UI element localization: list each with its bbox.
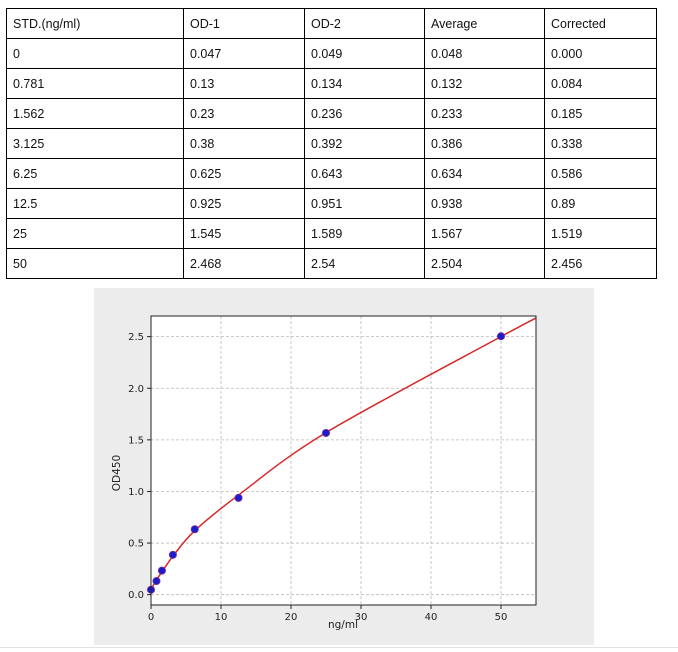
header-od1: OD-1 xyxy=(183,8,305,39)
y-tick-label: 0.5 xyxy=(128,539,144,550)
table-row: 25 1.545 1.589 1.567 1.519 xyxy=(6,218,657,249)
cell-corrected: 0.000 xyxy=(544,38,657,69)
cell-corrected: 0.185 xyxy=(544,98,657,129)
cell-od1: 1.545 xyxy=(183,218,305,249)
plot-area xyxy=(151,316,536,605)
cell-std: 3.125 xyxy=(6,128,184,159)
table-row: 0 0.047 0.049 0.048 0.000 xyxy=(6,38,657,69)
table-header-row: STD.(ng/ml) OD-1 OD-2 Average Corrected xyxy=(6,8,657,39)
cell-od1: 0.047 xyxy=(183,38,305,69)
cell-corrected: 0.084 xyxy=(544,68,657,99)
cell-corrected: 0.338 xyxy=(544,128,657,159)
cell-std: 1.562 xyxy=(6,98,184,129)
cell-od2: 0.951 xyxy=(304,188,425,219)
plot-frame xyxy=(150,315,537,606)
cell-std: 25 xyxy=(6,218,184,249)
y-tick-label: 2.0 xyxy=(128,384,144,395)
cell-od2: 0.134 xyxy=(304,68,425,99)
cell-average: 0.634 xyxy=(424,158,545,189)
x-tick-label: 0 xyxy=(148,612,154,623)
cell-od1: 0.625 xyxy=(183,158,305,189)
y-tick-label: 1.0 xyxy=(128,487,144,498)
cell-average: 0.233 xyxy=(424,98,545,129)
cell-od2: 1.589 xyxy=(304,218,425,249)
data-point xyxy=(190,525,199,534)
axes: 0 10 20 30 40 50 0.0 0.5 1.0 1.5 2.0 2.5 xyxy=(128,315,537,623)
data-point xyxy=(496,332,505,341)
cell-od2: 0.236 xyxy=(304,98,425,129)
table-row: 3.125 0.38 0.392 0.386 0.338 xyxy=(6,128,657,159)
grid-lines xyxy=(150,316,536,605)
table-row: 50 2.468 2.54 2.504 2.456 xyxy=(6,248,657,279)
cell-average: 0.048 xyxy=(424,38,545,69)
y-tick-label: 0.0 xyxy=(128,590,144,601)
cell-od2: 2.54 xyxy=(304,248,425,279)
cell-average: 0.386 xyxy=(424,128,545,159)
header-corrected: Corrected xyxy=(544,8,657,39)
data-points xyxy=(147,332,505,594)
cell-std: 6.25 xyxy=(6,158,184,189)
header-average: Average xyxy=(424,8,545,39)
data-point xyxy=(157,566,166,575)
header-std: STD.(ng/ml) xyxy=(6,8,184,39)
table-row: 12.5 0.925 0.951 0.938 0.89 xyxy=(6,188,657,219)
data-point xyxy=(168,550,177,559)
chart-panel: 0 10 20 30 40 50 0.0 0.5 1.0 1.5 2.0 2.5 ng/ml OD45… xyxy=(94,288,594,645)
cell-std: 50 xyxy=(6,248,184,279)
cell-od1: 0.13 xyxy=(183,68,305,99)
cell-std: 0.781 xyxy=(6,68,184,99)
cell-od2: 0.392 xyxy=(304,128,425,159)
y-axis-label: OD450 xyxy=(111,455,123,491)
cell-od2: 0.049 xyxy=(304,38,425,69)
data-point xyxy=(152,577,161,586)
cell-corrected: 0.89 xyxy=(544,188,657,219)
table-row: 1.562 0.23 0.236 0.233 0.185 xyxy=(6,98,657,129)
cell-corrected: 0.586 xyxy=(544,158,657,189)
standard-curve-table: STD.(ng/ml) OD-1 OD-2 Average Corrected … xyxy=(6,8,657,279)
table-row: 0.781 0.13 0.134 0.132 0.084 xyxy=(6,68,657,99)
standard-curve-chart: 0 10 20 30 40 50 0.0 0.5 1.0 1.5 2.0 2.5 ng/ml OD45… xyxy=(111,315,537,631)
x-axis-label: ng/ml xyxy=(328,619,358,631)
cell-od2: 0.643 xyxy=(304,158,425,189)
cell-average: 1.567 xyxy=(424,218,545,249)
y-tick-label: 2.5 xyxy=(128,332,144,343)
cell-od1: 0.23 xyxy=(183,98,305,129)
header-od2: OD-2 xyxy=(304,8,425,39)
x-tick-label: 20 xyxy=(285,612,298,623)
cell-od1: 0.38 xyxy=(183,128,305,159)
data-point xyxy=(321,428,330,437)
cell-average: 0.938 xyxy=(424,188,545,219)
cell-average: 0.132 xyxy=(424,68,545,99)
cell-corrected: 2.456 xyxy=(544,248,657,279)
data-point xyxy=(234,493,243,502)
y-tick-label: 1.5 xyxy=(128,435,144,446)
cell-std: 12.5 xyxy=(6,188,184,219)
x-tick-label: 30 xyxy=(355,612,368,623)
x-tick-label: 10 xyxy=(215,612,228,623)
cell-average: 2.504 xyxy=(424,248,545,279)
x-tick-label: 40 xyxy=(425,612,438,623)
fit-curve-line xyxy=(151,317,536,590)
cell-od1: 2.468 xyxy=(183,248,305,279)
cell-od1: 0.925 xyxy=(183,188,305,219)
x-tick-label: 50 xyxy=(495,612,508,623)
cell-std: 0 xyxy=(6,38,184,69)
page-divider xyxy=(0,647,678,648)
cell-corrected: 1.519 xyxy=(544,218,657,249)
table-row: 6.25 0.625 0.643 0.634 0.586 xyxy=(6,158,657,189)
